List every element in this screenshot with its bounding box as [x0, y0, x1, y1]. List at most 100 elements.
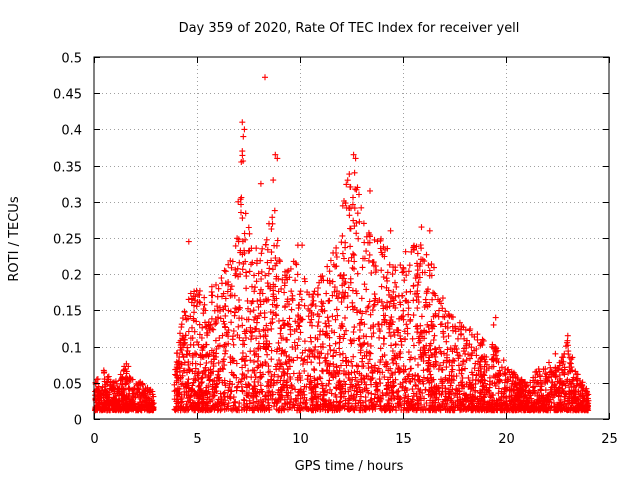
data-point [388, 393, 395, 400]
data-point [284, 336, 291, 343]
data-point [443, 364, 450, 371]
data-point [454, 390, 461, 397]
data-point [386, 303, 393, 310]
data-point [385, 381, 391, 388]
data-point [531, 379, 538, 385]
data-point [496, 367, 503, 374]
data-point [414, 271, 421, 278]
data-point [386, 261, 393, 268]
data-point [268, 226, 275, 232]
data-point [329, 292, 336, 299]
data-point [332, 316, 339, 323]
data-point [240, 133, 247, 140]
data-point [436, 307, 442, 314]
data-point [574, 375, 581, 382]
data-point [428, 318, 435, 325]
data-point [296, 370, 303, 377]
data-point [426, 387, 433, 394]
data-point [442, 308, 449, 315]
y-axis-label: ROTI / TECUs [7, 196, 22, 281]
data-point [277, 330, 284, 337]
data-point [330, 399, 337, 406]
data-point [289, 344, 296, 351]
data-point [381, 319, 388, 326]
data-point [330, 361, 337, 368]
data-point [229, 258, 236, 265]
data-point [420, 407, 427, 414]
data-point [323, 357, 330, 364]
data-point [147, 406, 154, 413]
data-point [386, 329, 393, 336]
data-point [191, 288, 198, 295]
data-point [327, 405, 333, 412]
data-point [195, 383, 202, 390]
data-point [402, 366, 409, 373]
data-point [405, 299, 412, 306]
data-point [284, 392, 291, 399]
data-point [203, 384, 210, 391]
data-point [351, 304, 358, 311]
data-point [372, 391, 379, 398]
data-point [490, 406, 497, 412]
data-point [402, 375, 409, 382]
data-point [477, 341, 484, 347]
data-point [216, 342, 223, 349]
data-point [529, 399, 535, 406]
data-point [189, 324, 195, 331]
data-point [393, 389, 400, 395]
data-point [324, 350, 331, 357]
data-point [286, 301, 292, 308]
data-point [246, 268, 253, 275]
data-point [308, 316, 315, 323]
data-point [199, 407, 206, 414]
data-point [354, 210, 361, 217]
data-point [106, 391, 113, 398]
data-point [367, 376, 374, 383]
data-point [192, 390, 199, 397]
data-point [273, 348, 280, 355]
data-point [511, 395, 518, 402]
x-tick-label: 15 [395, 432, 412, 447]
data-point [372, 362, 378, 369]
data-point [126, 374, 133, 381]
data-point [431, 391, 438, 398]
data-point [335, 379, 342, 386]
data-point [349, 362, 356, 369]
data-point [454, 398, 461, 405]
data-point [410, 312, 417, 319]
data-point [439, 305, 446, 312]
data-point [468, 369, 475, 376]
data-point [472, 376, 479, 383]
data-point [349, 383, 356, 390]
data-point [219, 358, 226, 365]
data-point [130, 404, 137, 411]
data-point [421, 345, 428, 352]
data-point [412, 275, 419, 282]
data-point [518, 393, 525, 400]
data-point [284, 384, 291, 391]
data-point [350, 329, 357, 335]
data-point [330, 352, 337, 359]
data-point [490, 406, 496, 413]
data-point [278, 335, 285, 342]
data-point [333, 254, 340, 260]
data-point [493, 358, 500, 365]
data-point [562, 393, 569, 400]
data-point [327, 346, 334, 353]
data-point [225, 281, 232, 288]
data-point [282, 359, 289, 366]
data-point [239, 119, 246, 126]
data-point [308, 359, 315, 366]
data-point [350, 393, 357, 400]
data-point [341, 293, 348, 299]
data-point [358, 204, 365, 211]
data-point [361, 239, 368, 246]
data-point [284, 268, 290, 275]
data-point [215, 359, 222, 366]
data-point [343, 204, 350, 211]
data-point [174, 368, 181, 375]
data-point [265, 379, 272, 386]
data-point [413, 243, 420, 250]
data-point [411, 376, 418, 383]
data-point [484, 407, 491, 413]
